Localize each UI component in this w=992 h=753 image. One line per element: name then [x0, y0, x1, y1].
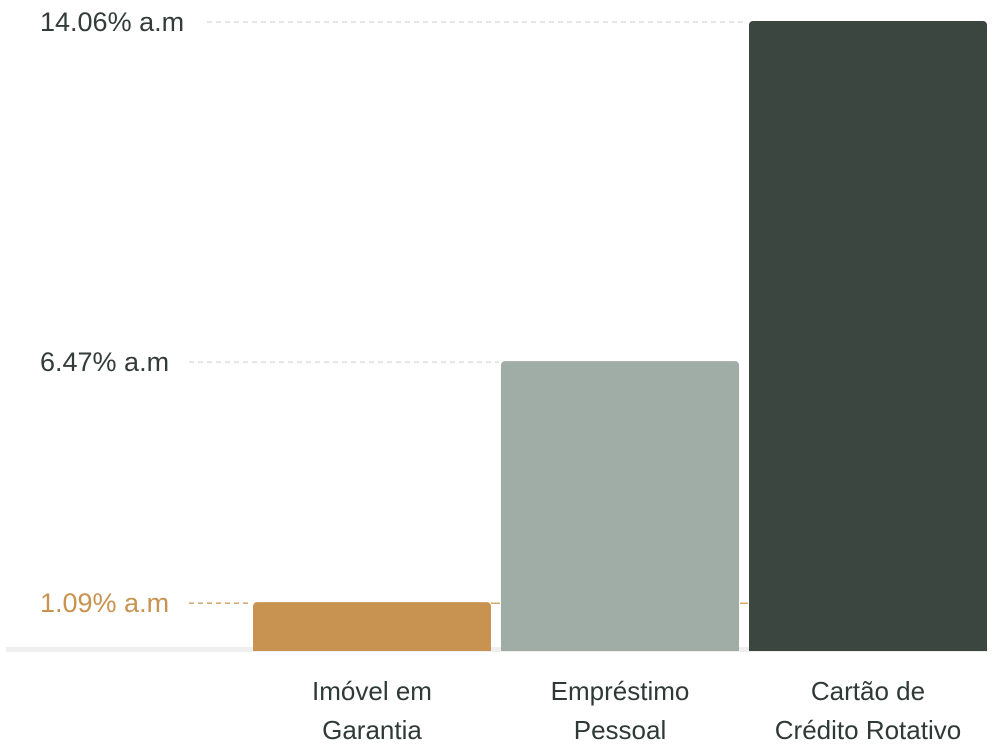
bar — [749, 21, 987, 651]
reference-lines — [6, 21, 988, 652]
value-label: 1.09% a.m — [40, 588, 169, 618]
bar-base — [501, 643, 739, 651]
category-labels: Imóvel em Garantia Empréstimo Pessoal Cartão… — [312, 676, 961, 745]
category-label: Empréstimo — [551, 676, 690, 706]
category-label: Pessoal — [574, 715, 667, 745]
bar — [253, 602, 491, 651]
category-label: Imóvel em — [312, 676, 432, 706]
baseline — [6, 647, 988, 652]
bar-base — [253, 643, 491, 651]
category-label: Garantia — [322, 715, 422, 745]
bar-base — [749, 643, 987, 651]
category-label: Crédito Rotativo — [775, 715, 961, 745]
bars — [253, 21, 987, 651]
bar — [501, 361, 739, 651]
value-labels: 1.09% a.m 6.47% a.m 14.06% a.m — [40, 7, 184, 618]
value-label: 14.06% a.m — [40, 7, 184, 37]
category-label: Cartão de — [811, 676, 925, 706]
value-label: 6.47% a.m — [40, 347, 169, 377]
